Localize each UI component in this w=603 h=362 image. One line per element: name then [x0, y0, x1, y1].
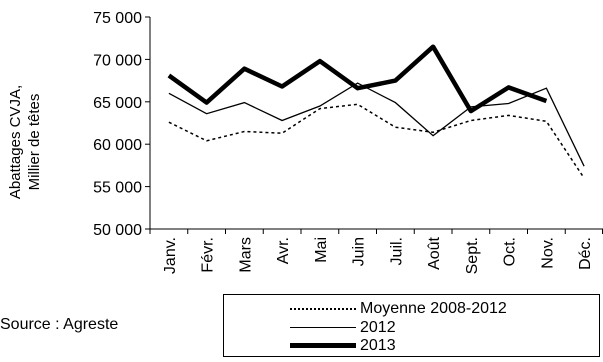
- x-tick-label: Oct.: [502, 237, 519, 266]
- y-tick-label: 55 000: [93, 180, 142, 197]
- legend-label: Moyenne 2008-2012: [360, 300, 507, 317]
- x-tick-label: Avr.: [275, 237, 292, 264]
- line-chart: 50 000 55 000 60 000 65 000 70 000 75 000 Jan…: [7, 10, 603, 274]
- x-axis: Janv. Févr. Mars Avr. Mai Juin Juil. Août Sept. O…: [149, 228, 603, 274]
- legend-swatch-thick: [290, 343, 356, 348]
- series-lines: [167, 44, 585, 179]
- y-tick-label: 75 000: [93, 10, 142, 27]
- legend-item-2013: 2013: [290, 337, 590, 355]
- y-axis-title-line-1: Abattages CVJA,: [7, 85, 24, 199]
- x-tick-label: Juin: [351, 237, 368, 266]
- y-axis: 50 000 55 000 60 000 65 000 70 000 75 000: [93, 10, 151, 239]
- y-tick-label: 65 000: [93, 95, 142, 112]
- legend-label: 2012: [360, 319, 396, 336]
- series-line-dotted: [168, 103, 585, 179]
- x-tick-label: Févr.: [200, 237, 217, 273]
- legend-item-moyenne: Moyenne 2008-2012: [290, 300, 590, 318]
- x-tick-label: Mai: [313, 237, 330, 263]
- y-tick-label: 60 000: [93, 137, 142, 154]
- x-tick-label: Août: [426, 236, 443, 269]
- source-note: Source : Agreste: [0, 316, 119, 333]
- legend: Moyenne 2008-2012 2012 2013: [223, 294, 600, 357]
- x-tick-label: Nov.: [539, 237, 556, 269]
- x-tick-label: Juil.: [388, 237, 405, 265]
- y-tick-label: 50 000: [93, 222, 142, 239]
- x-tick-label: Déc.: [577, 237, 594, 270]
- x-tick-label: Sept.: [464, 237, 481, 274]
- legend-swatch-dotted: [290, 308, 356, 310]
- legend-swatch-thin: [290, 327, 356, 328]
- y-axis-title-line-2: Millier de têtes: [26, 94, 43, 191]
- legend-label: 2013: [360, 337, 396, 354]
- y-tick-label: 70 000: [93, 52, 142, 69]
- series-line-thin: [168, 82, 585, 167]
- series-line-thick: [167, 44, 548, 114]
- x-tick-label: Mars: [237, 237, 254, 273]
- x-tick-label: Janv.: [162, 237, 179, 274]
- legend-item-2012: 2012: [290, 319, 590, 337]
